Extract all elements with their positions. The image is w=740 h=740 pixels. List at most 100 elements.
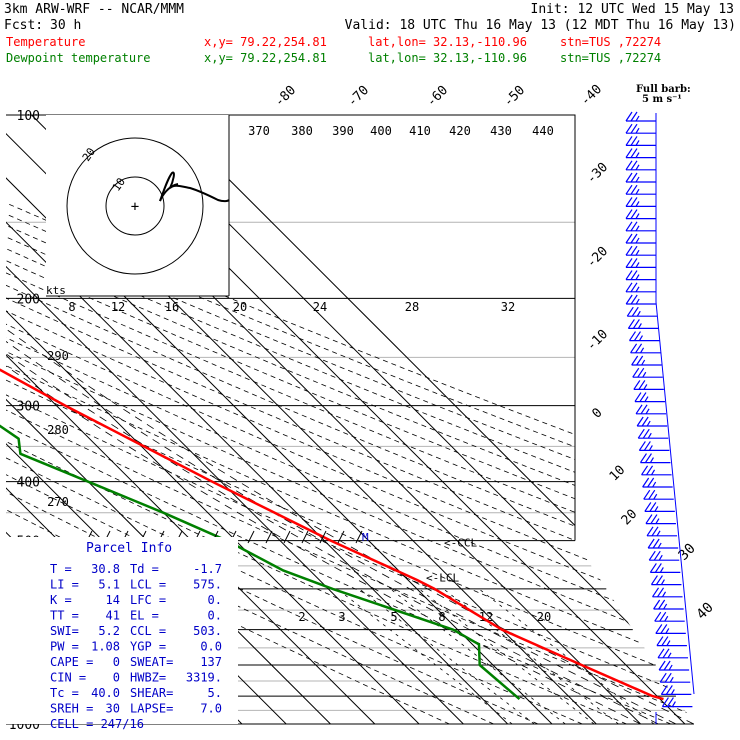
wind-barb (625, 197, 656, 207)
mixing-ratio-label: 2 (298, 610, 305, 624)
temperature-tick-label: -50 (501, 83, 528, 110)
mixing-ratio-label: 5 (390, 610, 397, 624)
theta-label: 420 (449, 124, 471, 138)
wind-barb (641, 465, 672, 476)
wind-barb (625, 258, 656, 268)
temperature-legend-latlon: lat,lon= 32.13,-110.96 (368, 35, 527, 49)
wind-barb (625, 160, 656, 171)
parcel-tick (283, 530, 291, 544)
forecast-label: Fcst: (4, 18, 44, 33)
wind-barb (625, 111, 656, 122)
isotherm-line (6, 115, 553, 724)
mixing-ratio-line (418, 588, 595, 724)
parcel-info-cell: 0. (208, 593, 222, 607)
dry-adiabat (6, 115, 694, 724)
parcel-info-cell: 14 (106, 593, 120, 607)
wind-barb (631, 355, 662, 366)
hodograph-trace (159, 183, 179, 202)
isotherm-label: 24 (313, 300, 327, 314)
temperature-tick-label: -30 (584, 160, 611, 187)
wind-barb (646, 526, 678, 537)
temperature-tick-label: 10 (607, 463, 629, 485)
parcel-info-cell: LI = (50, 578, 79, 592)
parcel-tick (265, 530, 273, 544)
isotherm-label: 32 (501, 300, 515, 314)
parcel-info-cell: 5.2 (98, 624, 120, 638)
mixing-ratio-line (478, 588, 655, 724)
wind-barb (625, 221, 656, 232)
dry-adiabat (6, 115, 694, 724)
wind-barb (633, 380, 664, 390)
temperature-profile (0, 368, 664, 701)
wind-barb (625, 172, 656, 183)
parcel-info-cell: K = (50, 593, 72, 607)
wind-barb (626, 306, 658, 317)
parcel-info-cell: Tc = (50, 686, 79, 700)
parcel-info-cell: EL = (130, 609, 159, 623)
parcel-info-cell: SHEAR= (130, 686, 173, 700)
wind-barb (658, 660, 690, 671)
parcel-info-cell: PW = (50, 640, 79, 654)
parcel-info-cell: 7.0 (200, 702, 222, 716)
dewpoint-legend-station: stn=TUS ,72274 (560, 51, 662, 65)
parcel-info-cell: 1.08 (91, 640, 120, 654)
parcel-info-cell: 30 (106, 702, 120, 716)
parcel-tick (355, 530, 363, 544)
mixing-ratio-label: 3 (338, 610, 345, 624)
parcel-level-mark: M (362, 531, 369, 544)
wind-barb (643, 489, 674, 500)
dry-adiabat (6, 115, 694, 724)
wind-barb (648, 550, 680, 561)
isotherm-label: 16 (165, 300, 179, 314)
parcel-info-cell: 5.1 (98, 578, 120, 592)
temperature-tick-label: -40 (578, 82, 605, 109)
parcel-info-cell: CCL = (130, 624, 166, 638)
wind-barb (634, 392, 665, 403)
temperature-legend-xy: x,y= 79.22,254.81 (204, 35, 327, 49)
parcel-info-title: Parcel Info (86, 541, 172, 556)
barb-axis (655, 301, 695, 695)
wind-barb (625, 123, 656, 134)
wind-barb (630, 343, 661, 354)
wind-barb (638, 441, 670, 451)
parcel-info-cell: TT = (50, 609, 79, 623)
theta-label: 430 (490, 124, 512, 138)
dry-adiabat (6, 115, 694, 724)
dry-adiabat (6, 115, 694, 724)
parcel-info-cell: SREH = (50, 702, 93, 716)
wind-barb (628, 331, 660, 342)
parcel-marker-label: <-CCL (444, 536, 477, 549)
parcel-info-cell: -1.7 (193, 562, 222, 576)
theta-label: 400 (370, 124, 392, 138)
parcel-info-cell: SWI= (50, 624, 79, 638)
wind-barb (661, 697, 693, 708)
wind-barb (645, 514, 676, 525)
dry-adiabat (6, 115, 694, 724)
hodograph-ring-10 (105, 176, 165, 236)
parcel-info-cell: 40.0 (91, 686, 120, 700)
wind-barb (625, 233, 656, 244)
temperature-tick-label: -80 (272, 83, 299, 110)
wind-barb (655, 624, 686, 635)
wind-barb (654, 611, 685, 622)
parcel-info-cell: LAPSE= (130, 702, 173, 716)
hodograph-center: + (131, 199, 139, 215)
wind-barb (639, 453, 671, 464)
dewpoint-legend-xy: x,y= 79.22,254.81 (204, 51, 327, 65)
hodograph-ring-label: 10 (110, 175, 128, 193)
isotherm-line (6, 115, 420, 724)
wind-barb (625, 209, 656, 220)
wind-barb (660, 685, 692, 696)
parcel-info-cell: LCL = (130, 578, 166, 592)
dewpoint-legend-label: Dewpoint temperature (6, 51, 151, 65)
forecast-hour: 30 h (50, 18, 82, 33)
parcel-info-cell: 137 (200, 655, 222, 669)
wind-barb (635, 404, 667, 415)
temperature-tick-label: -20 (584, 244, 611, 271)
wind-barb (625, 136, 656, 146)
wind-barb (625, 270, 656, 281)
parcel-tick (301, 530, 309, 544)
model-title: 3km ARW-WRF -- NCAR/MMM (4, 2, 185, 17)
wind-barb (647, 538, 679, 549)
theta-label: 410 (409, 124, 431, 138)
